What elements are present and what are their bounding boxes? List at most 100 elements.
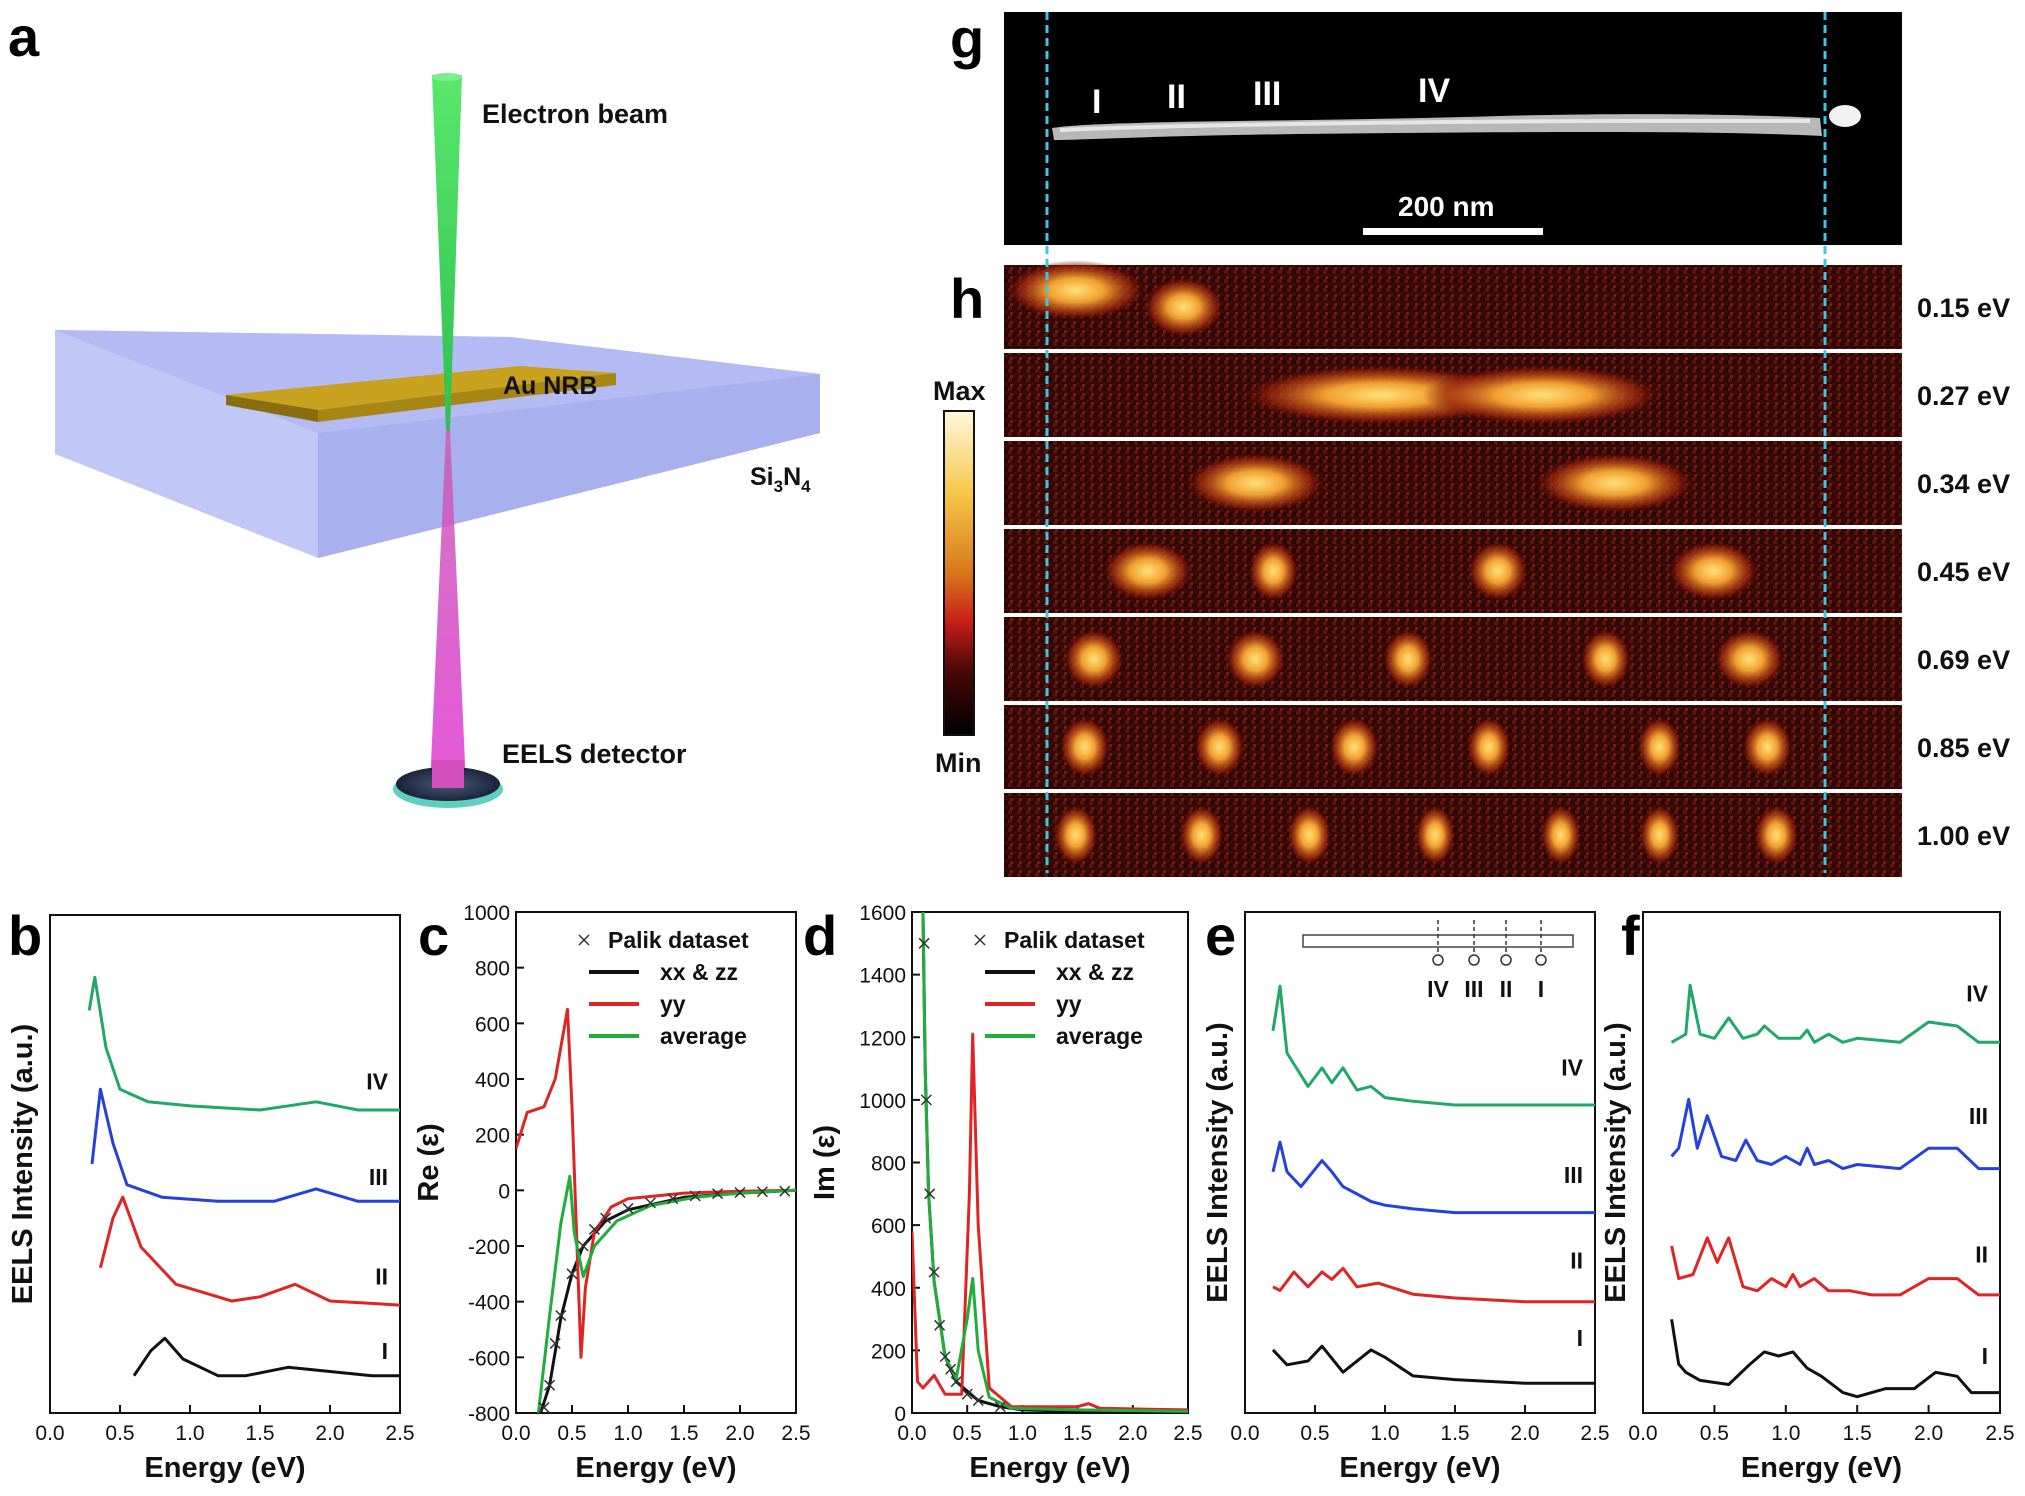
palik-marker — [689, 1190, 701, 1202]
panel-h: h Max Min 0.15 eV 0.27 eV 0.34 eV 0.45 eV 0.… — [933, 260, 2010, 877]
panel-g: g I II III IV 200 nm — [950, 7, 1902, 245]
inset-probe — [1500, 954, 1512, 966]
series-line-average — [921, 912, 1188, 1413]
x-tick-label: 1.0 — [175, 1422, 204, 1445]
chart-f: 0.0 0.5 1.0 1.5 2.0 2.5 Energy (eV) EELS Intens… — [1600, 911, 2015, 1484]
x-tick-label: 2.5 — [1580, 1422, 1609, 1445]
y-tick-label: 1200 — [859, 1027, 906, 1050]
chart-b: 0.0 0.5 1.0 1.5 2.0 2.5 Energy (eV) EELS Intens… — [7, 914, 415, 1484]
palik-marker — [918, 937, 930, 949]
au-nrb-ribbon — [226, 366, 616, 410]
y-axis-title: EELS Intensity (a.u.) — [7, 1024, 39, 1304]
x-tick-label: 1.0 — [613, 1422, 642, 1445]
palik-marker — [945, 1363, 957, 1375]
x-tick-label: 1.0 — [1771, 1422, 1800, 1445]
x-tick-label: 0.0 — [897, 1422, 926, 1445]
y-tick-label: 600 — [871, 1215, 906, 1238]
inset-label: III — [1464, 976, 1483, 1002]
series-line-average — [536, 1174, 796, 1413]
palik-marker — [577, 1240, 589, 1252]
palik-marker — [538, 1401, 550, 1413]
series-group — [1271, 984, 1595, 1385]
series-label: III — [369, 1164, 388, 1190]
legend-label: average — [660, 1023, 747, 1049]
x-tick-label: 0.5 — [953, 1422, 982, 1445]
roman-IV: IV — [1418, 72, 1450, 110]
palik-marker — [734, 1187, 746, 1199]
palik-marker — [600, 1212, 612, 1224]
series-line-yy — [516, 1007, 796, 1359]
au-nrb-side — [318, 373, 616, 422]
x-tick-label: 2.5 — [385, 1422, 414, 1445]
palik-marker — [950, 1376, 962, 1388]
x-tick-label: 0.0 — [35, 1422, 64, 1445]
x-tick-label: 1.5 — [669, 1422, 698, 1445]
plasmon-hotspot — [1102, 541, 1193, 601]
palik-marker — [756, 1186, 768, 1198]
series-label: I — [1577, 1325, 1583, 1351]
electron-beam-cone-upper — [432, 75, 462, 430]
y-tick-label: 0 — [498, 1180, 510, 1203]
x-axis-title: Energy (eV) — [969, 1452, 1130, 1484]
plasmon-hotspot — [1742, 717, 1793, 777]
palik-marker — [924, 1188, 936, 1200]
plot-frame — [1642, 911, 2001, 1414]
inset-label: II — [1500, 976, 1513, 1002]
x-tick-label: 2.0 — [1118, 1422, 1147, 1445]
series-line-ii — [98, 1195, 400, 1307]
series-group — [912, 912, 1188, 1413]
y-tick-label: 800 — [871, 1153, 906, 1176]
y-axis-title: EELS Intensity (a.u.) — [1600, 1022, 1632, 1302]
scalebar — [1363, 228, 1543, 235]
y-tick-label: 400 — [871, 1278, 906, 1301]
series-group — [87, 975, 400, 1378]
y-tick-label: -400 — [468, 1292, 510, 1315]
x-tick-label: 1.0 — [1008, 1422, 1037, 1445]
energy-label: 1.00 eV — [1917, 821, 2010, 851]
particle — [1829, 105, 1861, 127]
y-tick-label: 1000 — [859, 1090, 906, 1113]
palik-marker — [549, 1337, 561, 1349]
eels-map-row — [1004, 441, 1902, 525]
plasmon-hotspot — [1185, 453, 1326, 513]
panel-label-e: e — [1205, 904, 1236, 967]
x-tick-label: 2.5 — [781, 1422, 810, 1445]
x-tick-label: 1.5 — [1063, 1422, 1092, 1445]
panel-a: a Electron beam Au NRB Si3N4 EELS detect… — [8, 5, 820, 808]
plasmon-hotspot — [1005, 260, 1146, 321]
series-group — [1670, 983, 2000, 1399]
chart-c: 0.0 0.5 1.0 1.5 2.0 2.5 Energy (eV) -800 -600 -40… — [413, 902, 811, 1484]
palik-marker — [622, 1202, 634, 1214]
plasmon-hotspot — [1639, 805, 1680, 865]
legend-marker — [974, 934, 986, 946]
plasmon-hotspot — [1540, 805, 1581, 865]
x-axis-title: Energy (eV) — [1741, 1452, 1902, 1484]
plasmon-hotspot — [1637, 717, 1682, 777]
palik-marker — [928, 1266, 940, 1278]
series-line-iv — [87, 975, 400, 1112]
legend-label: Palik dataset — [608, 927, 749, 953]
energy-label: 0.85 eV — [1917, 733, 2010, 763]
y-tick-label: 200 — [475, 1125, 510, 1148]
series-line-ii — [1272, 1266, 1595, 1304]
series-label: II — [1975, 1241, 1988, 1267]
x-tick-label: 1.5 — [245, 1422, 274, 1445]
series-label: II — [375, 1263, 388, 1289]
panel-label-d: d — [803, 904, 837, 967]
series-label: I — [1982, 1343, 1988, 1369]
palik-marker — [644, 1197, 656, 1209]
y-tick-label: 1400 — [859, 965, 906, 988]
chart-d: 0.0 0.5 1.0 1.5 2.0 2.5 Energy (eV) 0 200 400 600 8… — [809, 902, 1203, 1484]
inset-probe — [1432, 954, 1444, 966]
label-electron-beam: Electron beam — [482, 99, 668, 129]
plasmon-hotspot — [1383, 629, 1434, 689]
series-label: I — [382, 1338, 388, 1364]
series-line-yy — [912, 1032, 1188, 1412]
series-label: IV — [366, 1068, 388, 1094]
plasmon-hotspot — [1059, 717, 1110, 777]
y-tick-label: 200 — [871, 1340, 906, 1363]
plasmon-hotspot — [1287, 805, 1332, 865]
inset-probe — [1535, 954, 1547, 966]
x-tick-label: 1.5 — [1843, 1422, 1872, 1445]
